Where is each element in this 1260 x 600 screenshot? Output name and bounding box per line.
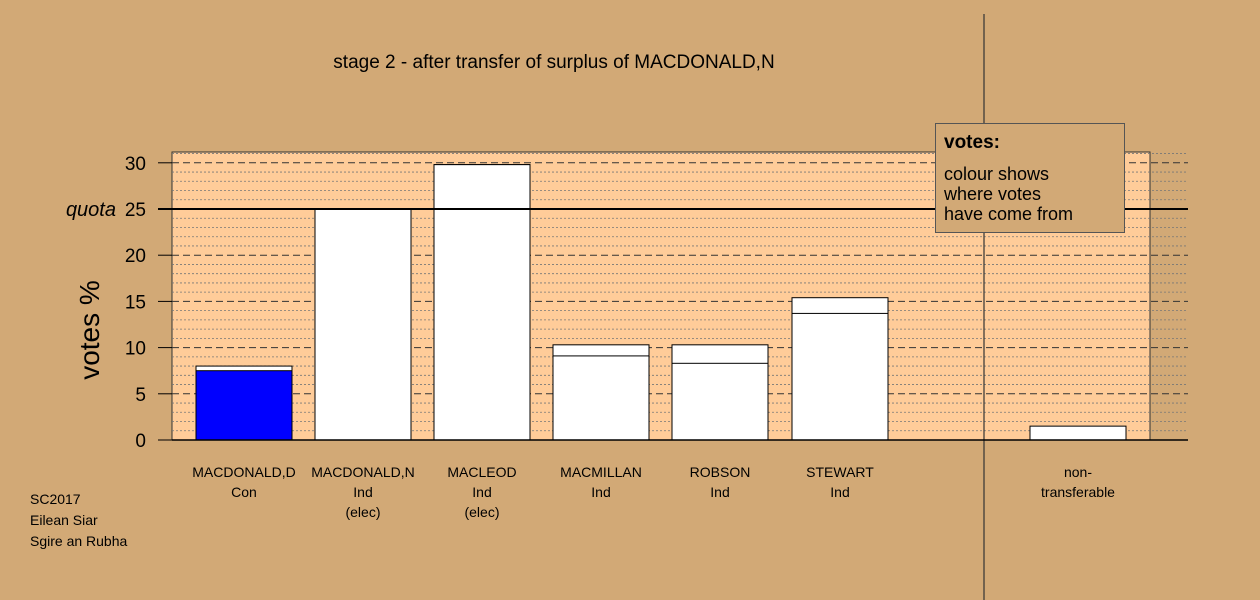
category-party: Ind bbox=[591, 484, 611, 500]
y-tick-label: 0 bbox=[135, 431, 146, 452]
category-label: non-transferable bbox=[1013, 462, 1143, 502]
footer-info: SC2017 Eilean Siar Sgire an Rubha bbox=[30, 489, 127, 552]
category-name: ROBSON bbox=[689, 464, 751, 480]
y-tick-label: 20 bbox=[125, 246, 146, 267]
category-name: non- bbox=[1063, 464, 1093, 480]
y-axis-label: votes % bbox=[74, 280, 105, 380]
category-label: MACLEOD Ind (elec) bbox=[417, 462, 547, 522]
y-tick-label: 30 bbox=[125, 154, 146, 175]
bar-segment bbox=[671, 362, 769, 441]
category-party: Ind bbox=[353, 484, 373, 500]
bar-segment bbox=[195, 370, 293, 441]
category-name: STEWART bbox=[806, 464, 874, 480]
footer-line: SC2017 bbox=[30, 491, 81, 507]
bar-segment bbox=[433, 164, 531, 441]
y-tick-label: 25 bbox=[125, 200, 146, 221]
footer-line: Eilean Siar bbox=[30, 512, 98, 528]
bar-segment bbox=[314, 208, 412, 441]
category-label: ROBSON Ind bbox=[655, 462, 785, 502]
category-note: (elec) bbox=[464, 504, 500, 520]
y-tick-label: 10 bbox=[125, 339, 146, 360]
category-party: transferable bbox=[1041, 484, 1115, 500]
category-party: Con bbox=[231, 484, 257, 500]
category-label: STEWART Ind bbox=[775, 462, 905, 502]
y-axis: 0 5 10 15 20 25 30 quota bbox=[66, 154, 172, 452]
category-name: MACLEOD bbox=[447, 464, 517, 480]
legend-line: colour shows bbox=[944, 164, 1050, 184]
category-party: Ind bbox=[472, 484, 492, 500]
y-tick-label: 15 bbox=[125, 292, 146, 313]
legend-line: have come from bbox=[944, 204, 1074, 224]
bar-outline bbox=[1029, 425, 1127, 441]
legend: votes: colour shows where votes have com… bbox=[935, 123, 1125, 233]
bar-segment bbox=[552, 355, 650, 441]
bar-segment bbox=[791, 312, 889, 441]
category-label: MACDONALD,D Con bbox=[179, 462, 309, 502]
chart-title: stage 2 - after transfer of surplus of M… bbox=[333, 52, 775, 73]
legend-title: votes: bbox=[944, 132, 1000, 153]
category-name: MACMILLAN bbox=[560, 464, 642, 480]
category-name: MACDONALD,D bbox=[192, 464, 296, 480]
category-label: MACMILLAN Ind bbox=[536, 462, 666, 502]
category-note: (elec) bbox=[345, 504, 381, 520]
category-party: Ind bbox=[710, 484, 730, 500]
footer-line: Sgire an Rubha bbox=[30, 533, 128, 549]
category-label: MACDONALD,N Ind (elec) bbox=[298, 462, 428, 522]
bars bbox=[195, 164, 1127, 441]
category-name: MACDONALD,N bbox=[311, 464, 415, 480]
y-axis-label-wrap: votes % bbox=[60, 250, 120, 410]
y-tick-label: 5 bbox=[135, 385, 146, 406]
quota-label: quota bbox=[66, 199, 116, 221]
legend-line: where votes bbox=[944, 184, 1042, 204]
category-party: Ind bbox=[830, 484, 850, 500]
